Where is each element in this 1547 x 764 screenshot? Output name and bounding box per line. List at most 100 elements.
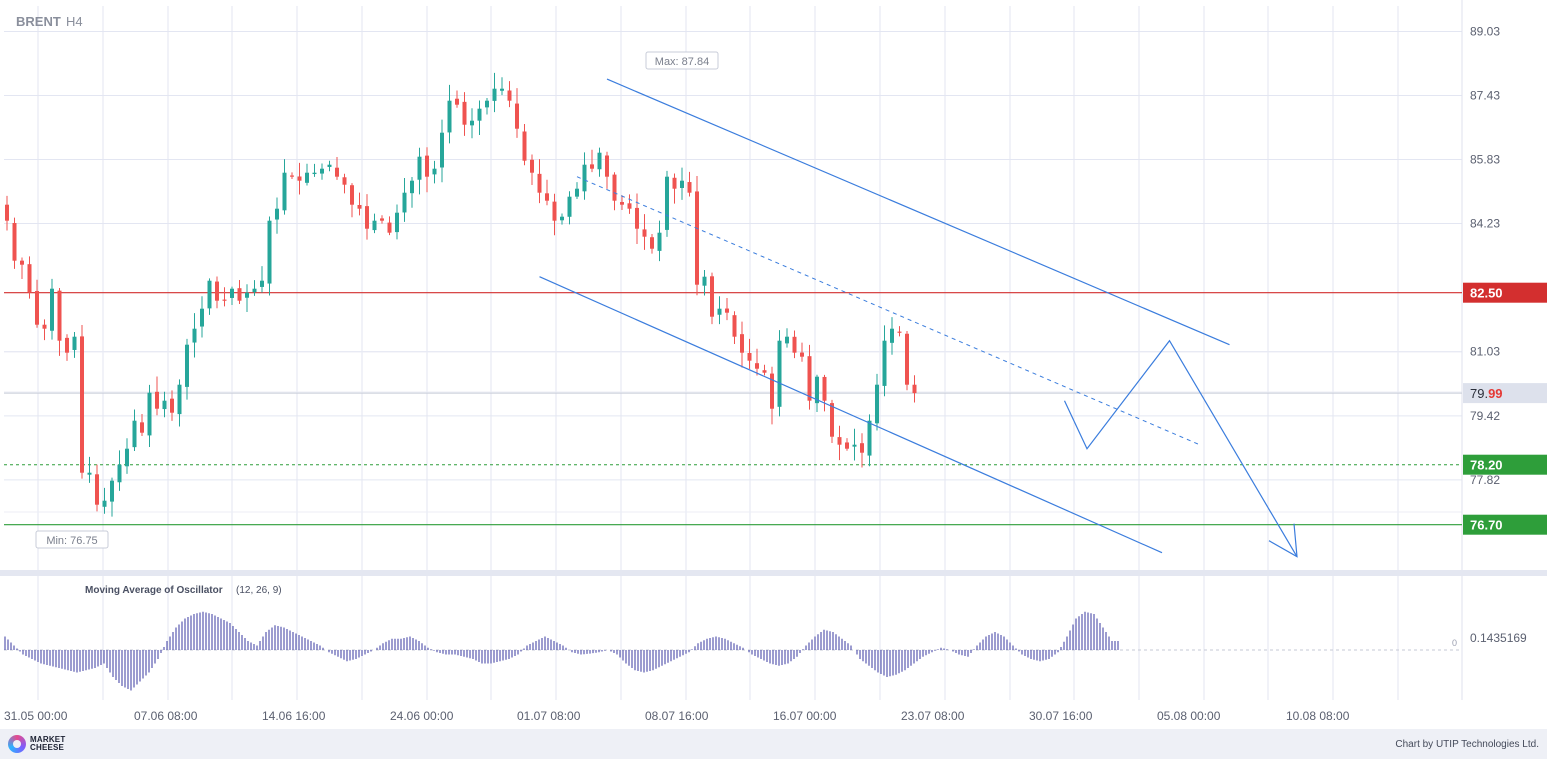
- candle-body: [800, 352, 804, 357]
- candle-body: [882, 340, 887, 386]
- candle-body: [702, 276, 707, 286]
- candle-body: [792, 336, 797, 353]
- candle-body: [867, 420, 872, 456]
- candle-body: [860, 443, 864, 453]
- candle-body: [725, 308, 729, 313]
- min-marker-box: [35, 530, 109, 549]
- candle-body: [357, 204, 362, 209]
- candle-body: [312, 172, 317, 175]
- x-tick-label: 14.06 16:00: [262, 709, 326, 723]
- candle-body: [905, 333, 909, 385]
- candle-body: [822, 376, 827, 401]
- candle-body: [297, 176, 302, 181]
- candle-body: [260, 280, 264, 287]
- candle-body: [20, 260, 24, 265]
- candle-body: [537, 173, 542, 193]
- channel-upper-line: [606, 78, 1230, 346]
- candle-body: [207, 280, 212, 309]
- candle-body: [42, 324, 47, 329]
- min-marker-label: Min: 76.75: [46, 535, 97, 547]
- candle-body: [740, 334, 744, 353]
- current-price-label: 79.99: [1470, 386, 1503, 401]
- candle-body: [155, 391, 159, 409]
- candle-body: [845, 442, 849, 449]
- candle-body: [365, 206, 369, 229]
- candle-body: [552, 201, 557, 221]
- oscillator-zero-label: 0: [1452, 638, 1457, 648]
- candle-body: [485, 100, 489, 108]
- candle-body: [327, 164, 332, 167]
- candle-body: [387, 222, 392, 233]
- channel-lower-line: [539, 276, 1163, 554]
- x-tick-label: 05.08 00:00: [1157, 709, 1221, 723]
- candle-body: [65, 337, 69, 353]
- candle-body: [785, 336, 789, 344]
- candle-body: [560, 216, 564, 221]
- max-marker-box: [645, 51, 719, 70]
- candle-body: [717, 308, 722, 315]
- panel-separator: [0, 570, 1547, 576]
- candle-body: [447, 100, 452, 133]
- candle-body: [567, 196, 572, 217]
- candle-body: [72, 336, 77, 350]
- candle-body: [252, 288, 257, 293]
- candle-body: [897, 331, 902, 333]
- candle-body: [87, 472, 92, 475]
- candle-body: [747, 353, 752, 361]
- candle-body: [545, 193, 549, 201]
- oscillator-params: (12, 26, 9): [236, 585, 282, 596]
- candle-body: [80, 336, 84, 473]
- marketcheese-logo: MARKET CHEESE: [8, 735, 78, 753]
- candle-body: [837, 437, 842, 445]
- candle-body: [282, 172, 287, 211]
- candle-body: [672, 177, 677, 189]
- candle-body: [57, 290, 62, 341]
- candle-body: [635, 207, 639, 229]
- y-tick-label: 77.82: [1470, 473, 1500, 487]
- candle-body: [350, 185, 354, 205]
- candle-body: [620, 202, 624, 205]
- candle-body: [267, 220, 272, 284]
- level-label: 78.20: [1470, 458, 1503, 473]
- x-tick-label: 08.07 16:00: [645, 709, 709, 723]
- timeframe-label[interactable]: H4: [66, 14, 83, 29]
- candle-body: [140, 422, 144, 433]
- candle-body: [777, 340, 782, 407]
- logo-text: MARKET CHEESE: [30, 736, 78, 752]
- x-tick-label: 07.06 08:00: [134, 709, 198, 723]
- candle-body: [605, 155, 609, 177]
- candle-body: [470, 120, 474, 126]
- candle-body: [12, 223, 17, 261]
- candle-body: [342, 177, 347, 185]
- candle-body: [102, 500, 107, 507]
- candle-body: [612, 174, 617, 201]
- candle-body: [125, 448, 129, 467]
- candle-body: [395, 212, 399, 233]
- candle-body: [575, 188, 579, 197]
- candle-body: [890, 328, 894, 343]
- candle-body: [492, 88, 497, 101]
- candle-body: [245, 292, 249, 298]
- candle-body: [530, 159, 534, 173]
- candle-body: [410, 180, 414, 194]
- candles-group: [5, 72, 917, 517]
- candle-body: [515, 103, 519, 129]
- candle-body: [815, 376, 819, 404]
- candle-body: [320, 168, 324, 174]
- candle-body: [147, 392, 152, 436]
- x-tick-label: 01.07 08:00: [517, 709, 581, 723]
- forecast-path: [1063, 339, 1298, 558]
- level-badge: [1463, 454, 1547, 475]
- candle-body: [695, 191, 699, 285]
- x-tick-label: 10.08 08:00: [1286, 709, 1350, 723]
- candle-body: [27, 264, 32, 293]
- forecast-arrowhead: [1268, 523, 1298, 558]
- candle-body: [732, 315, 737, 337]
- candle-body: [762, 370, 767, 373]
- x-tick-label: 16.07 00:00: [773, 709, 837, 723]
- candle-body: [5, 204, 9, 221]
- symbol-label: BRENT: [16, 14, 61, 29]
- x-tick-label: 23.07 08:00: [901, 709, 965, 723]
- candle-body: [455, 98, 459, 105]
